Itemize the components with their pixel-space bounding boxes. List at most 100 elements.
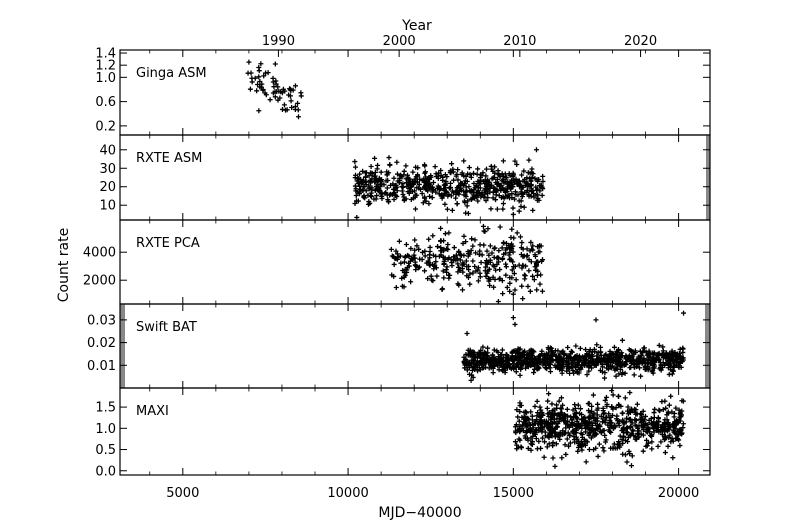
data-point — [558, 366, 564, 372]
data-point — [608, 360, 614, 366]
data-point — [619, 372, 625, 378]
x-axis-label: MJD−40000 — [378, 505, 461, 521]
data-point — [528, 447, 534, 453]
data-point — [526, 157, 532, 163]
data-point — [258, 61, 264, 67]
data-point — [666, 371, 672, 377]
data-point — [677, 410, 683, 416]
data-point — [494, 261, 500, 267]
data-point — [275, 97, 281, 103]
data-point — [579, 447, 585, 453]
data-point — [546, 391, 552, 397]
data-point — [630, 349, 636, 355]
data-point — [388, 246, 394, 252]
y-tick-label: 1.0 — [95, 71, 116, 86]
data-point — [509, 226, 515, 232]
data-point — [474, 171, 480, 177]
data-point — [561, 418, 567, 424]
data-point — [546, 410, 552, 416]
data-point — [611, 441, 617, 447]
panel-name-label: RXTE ASM — [136, 151, 202, 166]
data-point — [557, 413, 563, 419]
data-point — [526, 268, 532, 274]
data-point — [381, 182, 387, 188]
data-point — [466, 361, 472, 367]
data-point — [421, 177, 427, 183]
data-point — [484, 248, 490, 254]
data-point — [634, 411, 640, 417]
data-point — [632, 348, 638, 354]
data-point — [456, 248, 462, 254]
data-point — [505, 179, 511, 185]
data-point — [647, 429, 653, 435]
data-point — [496, 172, 502, 178]
data-point — [499, 245, 505, 251]
data-point — [530, 433, 536, 439]
data-point — [585, 415, 591, 421]
data-point — [534, 398, 540, 404]
data-point — [512, 439, 518, 445]
data-point — [524, 435, 530, 441]
data-point — [436, 187, 442, 193]
data-point — [593, 445, 599, 451]
data-point — [556, 361, 562, 367]
data-point — [422, 268, 428, 274]
data-point — [496, 248, 502, 254]
data-point — [618, 354, 624, 360]
data-point — [396, 238, 402, 244]
data-point — [530, 171, 536, 177]
data-point — [529, 417, 535, 423]
data-point — [360, 168, 366, 174]
data-point — [626, 347, 632, 353]
y-axis-label: Count rate — [56, 228, 72, 302]
data-point — [464, 367, 470, 373]
data-point — [507, 182, 513, 188]
data-point — [512, 196, 518, 202]
data-point — [592, 362, 598, 368]
data-point — [249, 79, 255, 85]
data-point — [446, 275, 452, 281]
data-point — [490, 370, 496, 376]
data-point — [550, 440, 556, 446]
data-point — [575, 448, 581, 454]
data-point — [520, 428, 526, 434]
data-point — [443, 267, 449, 273]
data-point — [524, 356, 530, 362]
data-point — [641, 345, 647, 351]
data-point — [509, 356, 515, 362]
data-point — [550, 412, 556, 418]
data-point — [529, 442, 535, 448]
data-point — [391, 261, 397, 267]
data-point — [526, 348, 532, 354]
data-point — [259, 81, 265, 87]
data-point — [518, 366, 524, 372]
data-point — [531, 349, 537, 355]
data-point — [540, 173, 546, 179]
data-point — [420, 200, 426, 206]
data-point — [427, 181, 433, 187]
data-point — [506, 252, 512, 258]
data-point — [461, 158, 467, 164]
data-point — [505, 184, 511, 190]
data-point — [491, 185, 497, 191]
data-point — [514, 349, 520, 355]
data-point — [536, 438, 542, 444]
data-point — [643, 357, 649, 363]
data-point — [672, 430, 678, 436]
data-point — [660, 407, 666, 413]
data-point — [488, 206, 494, 212]
data-point — [544, 418, 550, 424]
data-point — [469, 372, 475, 378]
data-point — [469, 353, 475, 359]
data-point — [470, 243, 476, 249]
data-point — [654, 427, 660, 433]
data-point — [273, 81, 279, 87]
data-point — [500, 255, 506, 261]
data-point — [486, 278, 492, 284]
data-point — [427, 252, 433, 258]
data-point — [592, 430, 598, 436]
data-point — [295, 114, 301, 120]
data-point — [472, 237, 478, 243]
data-point — [508, 235, 514, 241]
data-point — [491, 347, 497, 353]
